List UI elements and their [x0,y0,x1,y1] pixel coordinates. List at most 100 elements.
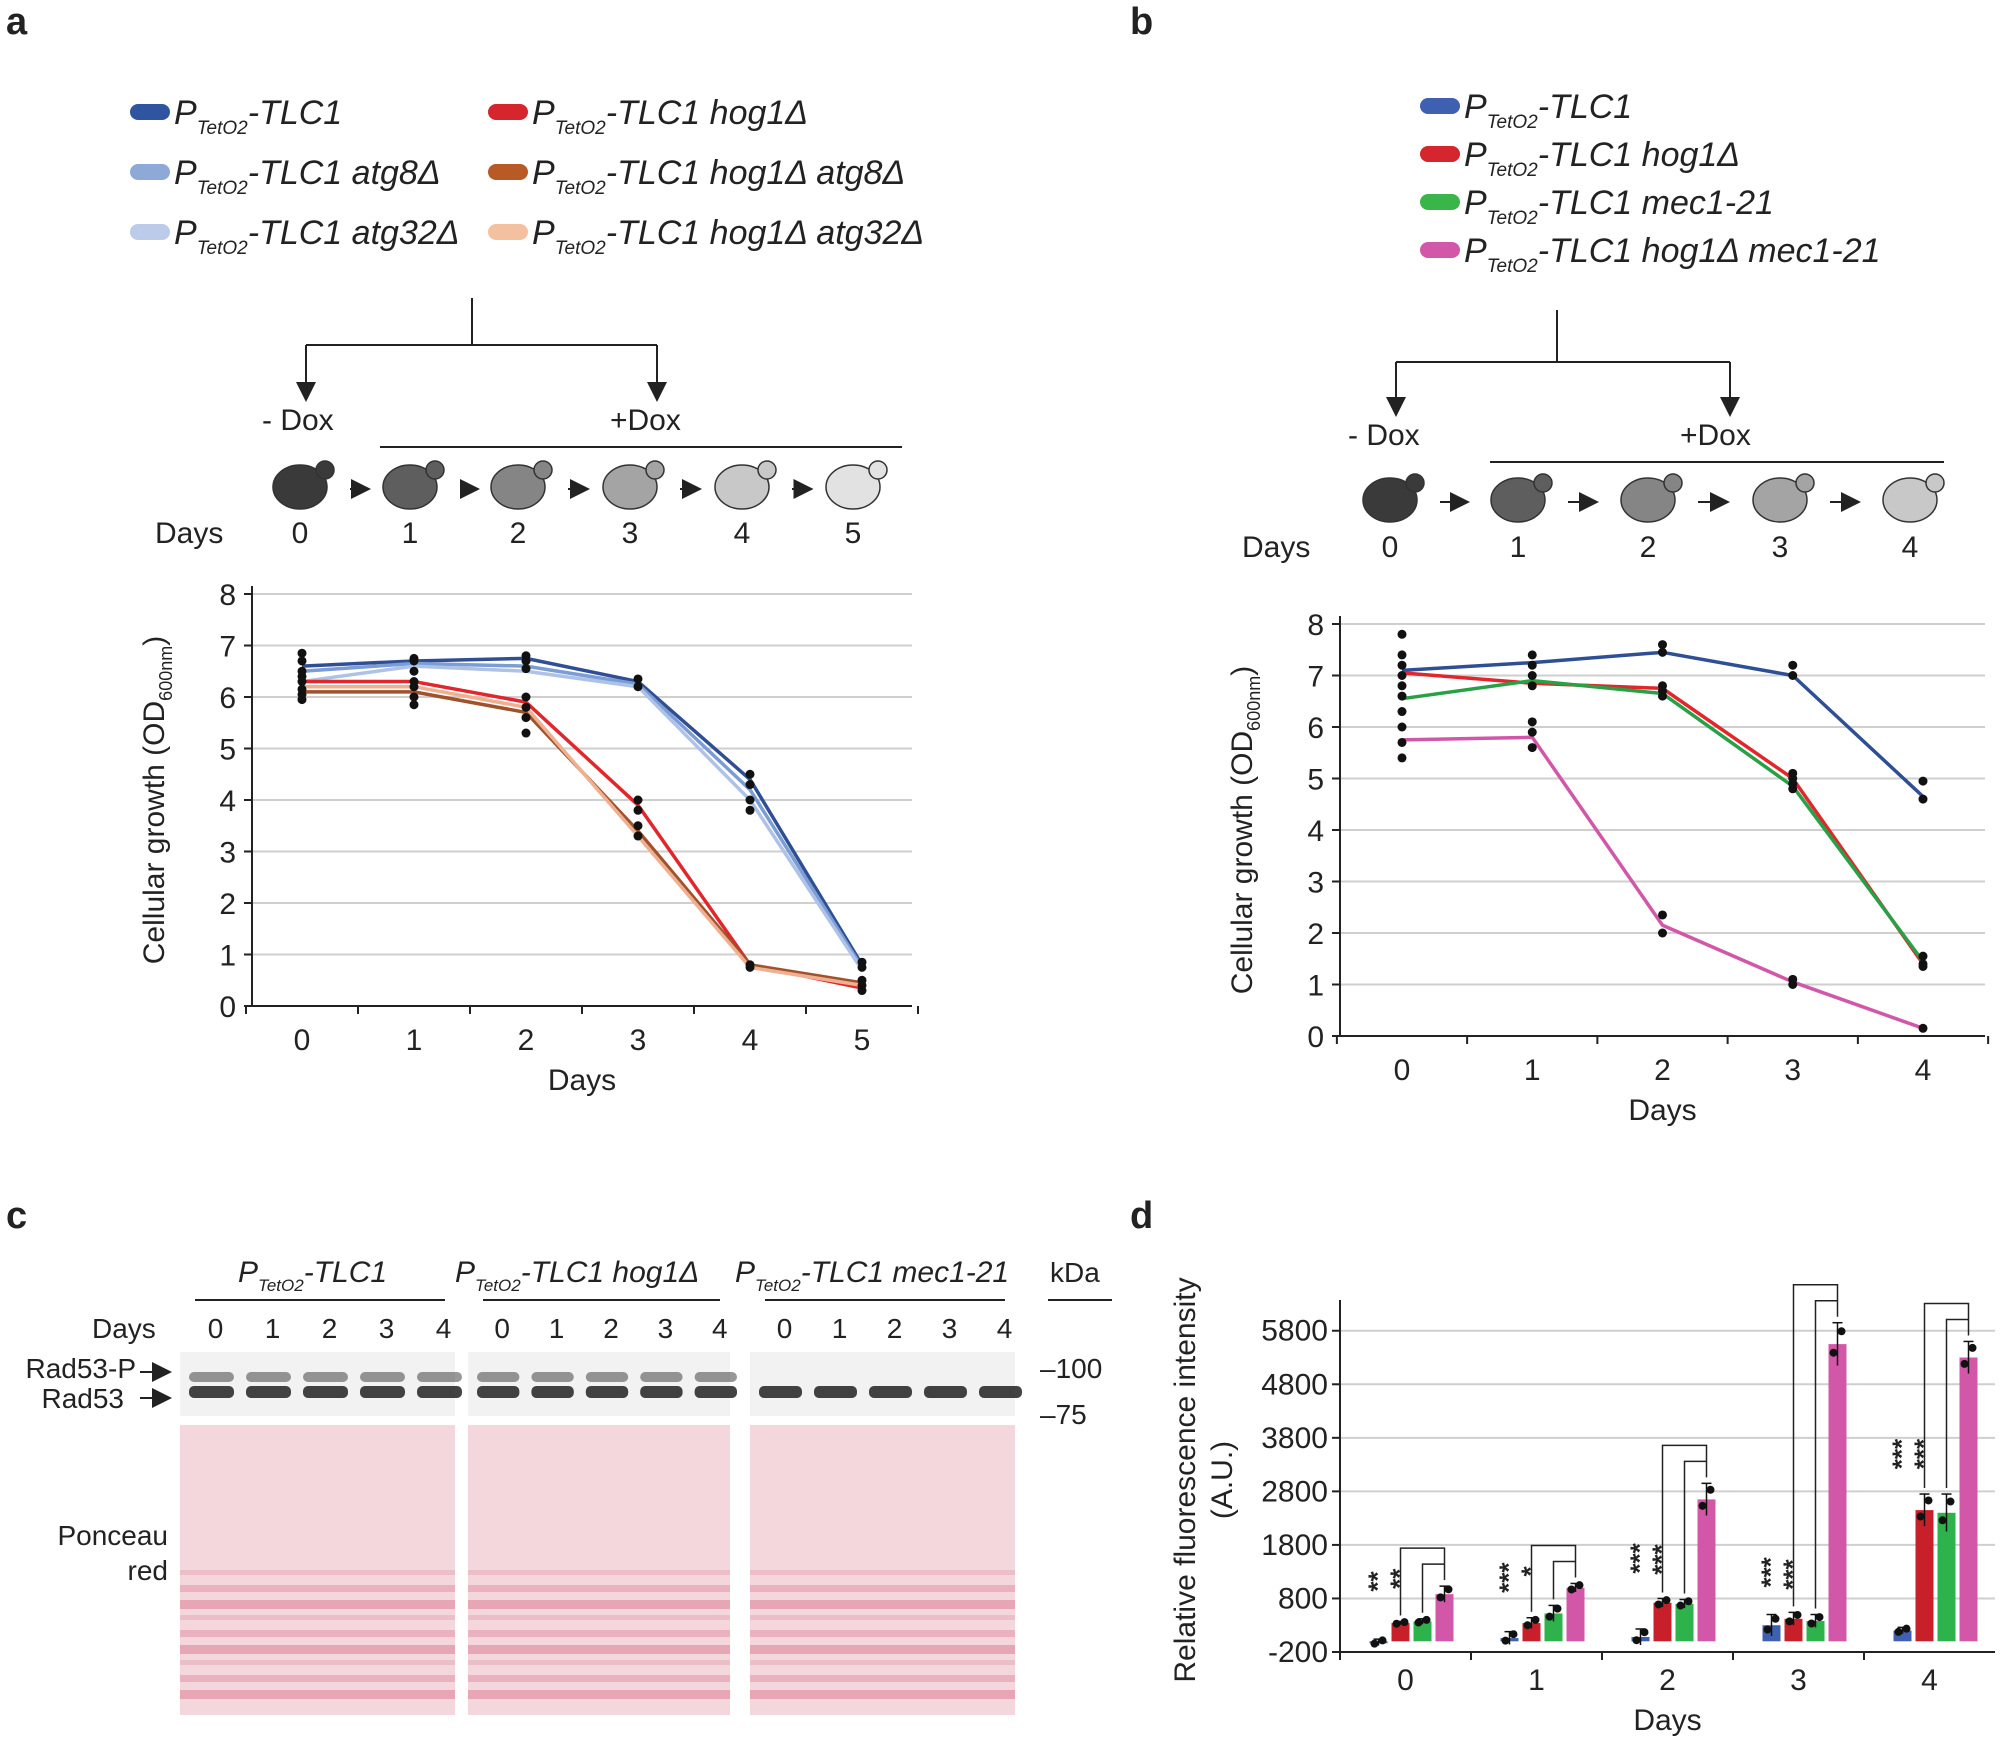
blot-lane-day-0-2: 2 [322,1313,338,1344]
blot-group-label-0: PTetO2-TLC1 [238,1256,387,1295]
chart-d-bar-4-2 [1937,1512,1956,1642]
blot-group-label-2-subscript: TetO2 [755,1276,801,1295]
blot-band-label-rad53p: Rad53-P [25,1353,136,1384]
legend-label-a-0-prefix: P [174,94,197,132]
blot-lane-day-0-3: 3 [379,1313,395,1344]
scheme-b-cell-0 [1362,477,1418,523]
scheme-b-bud-4 [1925,473,1945,493]
blot-ponceau-band-1-4 [468,1630,730,1637]
scheme-b-day-3: 3 [1772,531,1789,564]
legend-label-b-2: PTetO2-TLC1 mec1-21 [1464,184,1774,229]
blot-band-rad53p-0-3 [360,1372,405,1382]
chart-b-series-line-3 [1401,735,1924,1030]
blot-ponceau-band-1-6 [468,1660,730,1665]
chart-b-data-point-25 [1788,671,1798,680]
blot-band-rad53p-1-3 [640,1372,683,1382]
chart-d-significance-0-0: ** [1363,1570,1393,1591]
scheme-b-day-4: 4 [1902,531,1919,564]
blot-ponceau-band-2-6 [750,1660,1015,1665]
chart-a-data-point-29 [745,780,755,790]
chart-b-data-point-24 [1788,660,1798,670]
chart-a-data-point-1 [297,656,307,666]
blot-band-rad53p-0-4 [417,1372,462,1382]
legend-label-a-2-subscript: TetO2 [197,238,248,259]
plus-dox-label-a: +Dox [610,404,681,437]
blot-group-label-2-suffix: -TLC1 mec1-21 [801,1256,1009,1289]
chart-a-series-line-1 [301,661,864,969]
chart-a-ytick-label-7: 7 [219,631,236,664]
days-label-scheme-b: Days [1242,531,1310,564]
chart-a-xtick-label-4: 4 [742,1024,759,1057]
scheme-a-cell-1 [382,464,438,510]
scheme-a-bud-4 [757,460,777,480]
blot-ponceau-band-1-8 [468,1690,730,1699]
chart-b-xtick-label-1: 1 [1524,1054,1541,1087]
chart-b-y-axis-title: Cellular growth (OD600nm) [1226,666,1264,994]
chart-a-data-point-12 [409,682,419,692]
blot-lane-day-1-1: 1 [549,1313,565,1344]
chart-d-point-4-2-b [1938,1516,1947,1525]
chart-d-point-1-0-a [1509,1630,1518,1639]
legend-label-a-4: PTetO2-TLC1 hog1Δ atg8Δ [532,154,905,199]
chart-b-data-point-34 [1918,951,1928,961]
legend-swatch-b-0 [1420,98,1460,114]
blot-band-rad53-1-2 [585,1386,629,1398]
chart-b-data-point-33 [1918,794,1928,804]
blot-lane-day-1-2: 2 [603,1313,619,1344]
blot-lane-day-2-3: 3 [942,1313,958,1344]
chart-b-data-point-14 [1527,717,1537,727]
yeast-cells-a: 0 1 2 3 4 5 [272,460,888,550]
scheme-a-day-5: 5 [845,517,862,550]
growth-chart-a: 0 1 2 3 4 5 6 7 8 0 1 2 3 4 5 Days Cellular growth (OD60… [138,579,919,1097]
legend-label-a-0: PTetO2-TLC1 [174,94,342,139]
chart-b-data-point-15 [1527,727,1537,737]
chart-b-data-point-5 [1397,691,1407,701]
chart-d-bar-2-1 [1653,1602,1672,1642]
growth-chart-b: 0 1 2 3 4 5 6 7 8 0 1 2 3 4 Days Cellular growth (OD600… [1226,609,1990,1127]
blot-ponceau-band-0-5 [180,1645,455,1654]
scheme-a-day-1: 1 [402,517,419,550]
chart-d-point-4-1-b [1916,1512,1925,1521]
chart-a-data-point-35 [857,962,867,972]
blot-ponceau-band-2-4 [750,1630,1015,1637]
legend-label-a-0-subscript: TetO2 [197,118,248,139]
chart-d-point-2-0-a [1640,1628,1649,1637]
scheme-a-cell-5 [825,464,881,510]
blot-ponceau-band-1-1 [468,1585,730,1592]
chart-a-ytick-label-3: 3 [219,837,236,870]
chart-b-series-line-1 [1401,671,1925,965]
legend-label-a-3-suffix: -TLC1 hog1Δ [606,94,808,132]
chart-b-x-axis-title: Days [1628,1094,1696,1127]
legend-label-b-1: PTetO2-TLC1 hog1Δ [1464,136,1740,181]
chart-d-significance-0-1: ** [1385,1568,1415,1589]
chart-b-ytick-label-0: 0 [1307,1021,1324,1054]
chart-a-ytick-label-8: 8 [219,579,236,612]
chart-a-data-point-26 [633,821,643,831]
dox-scheme-b [1386,310,1944,463]
chart-a-data-point-30 [745,795,755,805]
scheme-a-cell-2 [490,464,546,510]
chart-b-data-point-11 [1527,660,1537,670]
chart-d-point-0-0-a [1378,1636,1387,1645]
legend-label-a-3-subscript: TetO2 [555,118,606,139]
chart-d-xtick-label-4: 4 [1921,1664,1938,1697]
chart-d-ytick-label-1: 800 [1278,1582,1328,1615]
chart-a-xtick-label-5: 5 [854,1024,871,1057]
chart-d-point-3-3-a [1837,1327,1846,1336]
chart-d-bar-2-3 [1697,1499,1716,1642]
chart-d-ytick-label-6: 5800 [1261,1315,1328,1348]
legend-label-a-1-subscript: TetO2 [197,178,248,199]
chart-b-data-point-29 [1788,784,1798,794]
chart-d-point-4-1-a [1924,1496,1933,1505]
blot-ponceau-label-1: Ponceau [57,1520,168,1551]
chart-d-ytick-label-0: -200 [1268,1636,1328,1669]
legend-label-b-2-subscript: TetO2 [1487,208,1538,229]
blot-group-label-2: PTetO2-TLC1 mec1-21 [735,1256,1009,1295]
blot-band-rad53-2-4 [979,1386,1022,1398]
plus-dox-label-b: +Dox [1680,419,1751,452]
chart-d-xtick-label-1: 1 [1528,1664,1545,1697]
blot-band-rad53-0-2 [303,1386,348,1398]
chart-d-point-0-1-a [1400,1618,1409,1627]
scheme-a-day-3: 3 [622,517,639,550]
chart-d-point-2-3-a [1706,1485,1715,1494]
